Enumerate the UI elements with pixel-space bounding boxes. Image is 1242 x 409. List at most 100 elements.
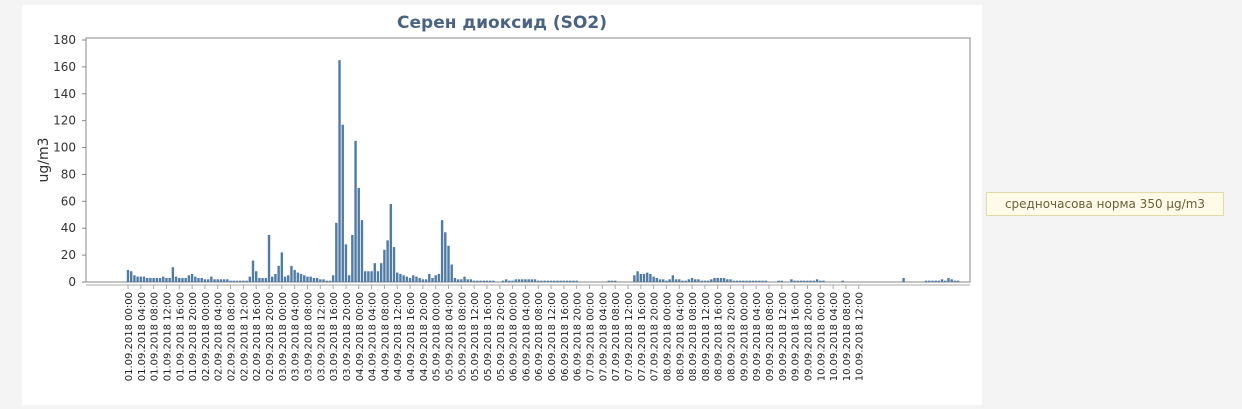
- bar[interactable]: [331, 275, 335, 282]
- bar[interactable]: [453, 277, 457, 282]
- bar[interactable]: [655, 277, 659, 282]
- bar[interactable]: [841, 280, 844, 282]
- bar[interactable]: [700, 280, 703, 282]
- bar[interactable]: [152, 277, 155, 282]
- bar[interactable]: [290, 265, 293, 282]
- bar[interactable]: [521, 279, 524, 282]
- bar[interactable]: [181, 277, 184, 282]
- bar[interactable]: [559, 280, 562, 282]
- bar[interactable]: [902, 277, 905, 282]
- bar[interactable]: [328, 280, 332, 282]
- bar[interactable]: [415, 276, 418, 282]
- bar[interactable]: [165, 277, 168, 282]
- bar[interactable]: [751, 280, 755, 282]
- bar[interactable]: [158, 277, 162, 282]
- bar[interactable]: [255, 271, 258, 282]
- bar[interactable]: [716, 277, 719, 282]
- bar[interactable]: [761, 280, 764, 282]
- bar[interactable]: [392, 247, 396, 282]
- bar[interactable]: [386, 240, 389, 282]
- bar[interactable]: [222, 279, 226, 282]
- bar[interactable]: [428, 273, 431, 282]
- bar[interactable]: [174, 276, 178, 282]
- bar[interactable]: [139, 276, 143, 282]
- bar[interactable]: [764, 280, 767, 282]
- bar[interactable]: [373, 263, 376, 282]
- bar[interactable]: [357, 187, 360, 282]
- bar[interactable]: [142, 276, 146, 282]
- bar[interactable]: [607, 280, 610, 282]
- bar[interactable]: [931, 280, 934, 282]
- bar[interactable]: [360, 220, 364, 282]
- bar[interactable]: [216, 279, 219, 282]
- bar[interactable]: [245, 280, 248, 282]
- bar[interactable]: [819, 280, 822, 282]
- bar[interactable]: [149, 277, 152, 282]
- bar[interactable]: [408, 277, 412, 282]
- bar[interactable]: [280, 252, 284, 282]
- bar[interactable]: [508, 280, 511, 282]
- bar[interactable]: [206, 279, 210, 282]
- bar[interactable]: [219, 279, 223, 282]
- bar[interactable]: [325, 280, 328, 282]
- bar[interactable]: [283, 276, 287, 282]
- bar[interactable]: [697, 279, 700, 282]
- bar[interactable]: [351, 234, 354, 282]
- bar[interactable]: [309, 276, 312, 282]
- bar[interactable]: [953, 280, 957, 282]
- bar[interactable]: [543, 280, 546, 282]
- bar[interactable]: [809, 280, 812, 282]
- bar[interactable]: [662, 279, 665, 282]
- bar[interactable]: [569, 280, 572, 282]
- bar[interactable]: [799, 280, 803, 282]
- bar[interactable]: [437, 273, 441, 282]
- bar[interactable]: [479, 280, 482, 282]
- bar[interactable]: [713, 277, 716, 282]
- bar[interactable]: [681, 280, 684, 282]
- bar[interactable]: [363, 271, 367, 282]
- bar[interactable]: [126, 269, 130, 282]
- bar[interactable]: [396, 272, 399, 282]
- bar[interactable]: [376, 271, 380, 282]
- bar[interactable]: [492, 280, 495, 282]
- bar[interactable]: [431, 277, 434, 282]
- bar[interactable]: [213, 279, 216, 282]
- bar[interactable]: [190, 273, 194, 282]
- bar[interactable]: [367, 271, 370, 282]
- bar[interactable]: [742, 280, 745, 282]
- bar[interactable]: [347, 275, 351, 282]
- bar[interactable]: [754, 280, 758, 282]
- bar[interactable]: [338, 60, 341, 282]
- bar[interactable]: [171, 267, 175, 282]
- bar[interactable]: [447, 245, 450, 282]
- bar[interactable]: [822, 280, 825, 282]
- bar[interactable]: [418, 277, 421, 282]
- bar[interactable]: [565, 280, 569, 282]
- bar[interactable]: [790, 279, 793, 282]
- bar[interactable]: [444, 232, 447, 282]
- bar[interactable]: [530, 279, 534, 282]
- bar[interactable]: [277, 265, 280, 282]
- bar[interactable]: [549, 280, 553, 282]
- bar[interactable]: [678, 279, 681, 282]
- bar[interactable]: [251, 260, 255, 282]
- bar[interactable]: [312, 277, 316, 282]
- bar[interactable]: [226, 279, 229, 282]
- bar[interactable]: [956, 280, 960, 282]
- bar[interactable]: [354, 140, 357, 282]
- bar[interactable]: [556, 280, 559, 282]
- bar[interactable]: [546, 280, 550, 282]
- bar[interactable]: [476, 280, 479, 282]
- bar[interactable]: [168, 277, 171, 282]
- bar[interactable]: [944, 280, 947, 282]
- bar[interactable]: [200, 277, 203, 282]
- bar[interactable]: [469, 279, 473, 282]
- bar[interactable]: [456, 279, 460, 282]
- bar[interactable]: [335, 222, 338, 282]
- bar[interactable]: [694, 279, 697, 282]
- bar[interactable]: [572, 280, 575, 282]
- bar[interactable]: [482, 280, 485, 282]
- bar[interactable]: [815, 279, 819, 282]
- bar[interactable]: [527, 279, 530, 282]
- bar[interactable]: [796, 280, 800, 282]
